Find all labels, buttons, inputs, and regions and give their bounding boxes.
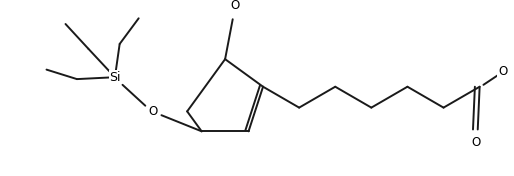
Text: O: O — [230, 0, 239, 12]
Text: O: O — [471, 136, 481, 149]
Text: Si: Si — [109, 71, 121, 84]
Text: O: O — [148, 105, 157, 118]
Text: O: O — [499, 65, 508, 78]
